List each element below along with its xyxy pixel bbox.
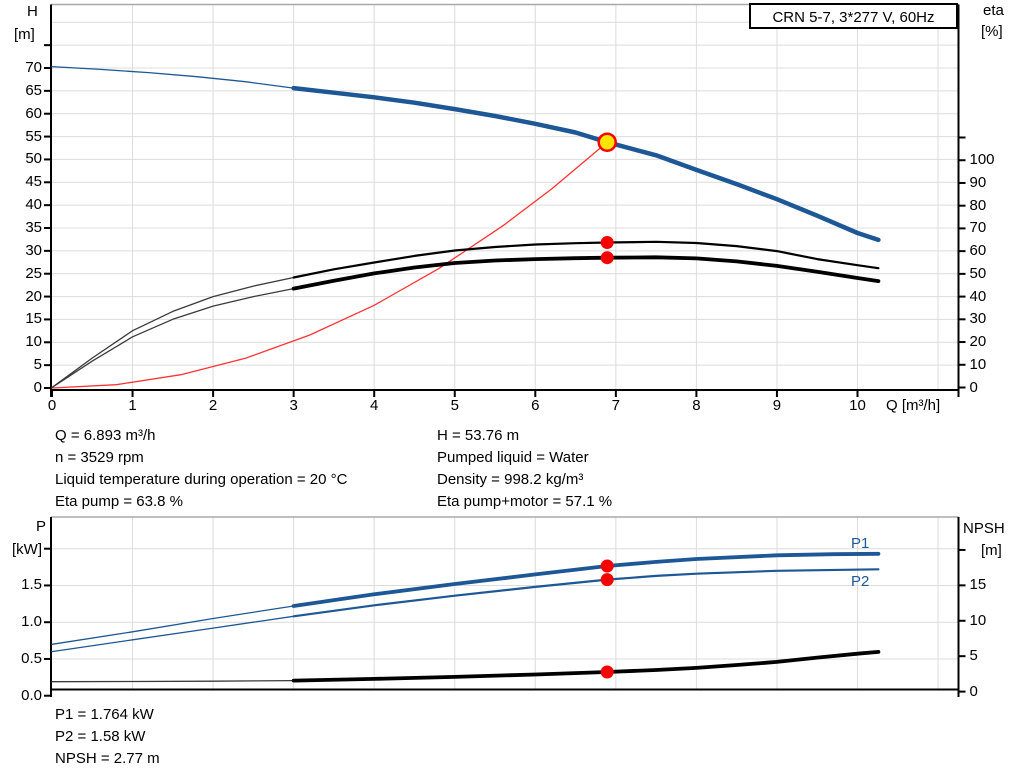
duty-point (597, 132, 617, 152)
eta-pump-point (600, 236, 614, 249)
npsh-curve (291, 650, 881, 683)
eta-pump-motor-curve (291, 255, 881, 291)
npsh-point (600, 665, 614, 679)
p1-extrapolated (51, 605, 295, 645)
eta-pump-extrapolated (51, 276, 295, 389)
pump-curve-extrapolated (51, 65, 295, 89)
npsh-extrapolated (51, 679, 295, 683)
eta-pump-curve (292, 240, 880, 279)
system-curve (51, 141, 608, 389)
p1-curve (291, 551, 881, 608)
p2-point (600, 573, 614, 587)
eta-pump-motor-point (600, 251, 614, 265)
eta-pump-motor-extrapolated (51, 287, 295, 389)
p1-point (600, 559, 614, 573)
p2-extrapolated (51, 615, 295, 653)
chart-title-box: CRN 5-7, 3*277 V, 60Hz (749, 3, 958, 29)
pump-curve (291, 85, 881, 243)
